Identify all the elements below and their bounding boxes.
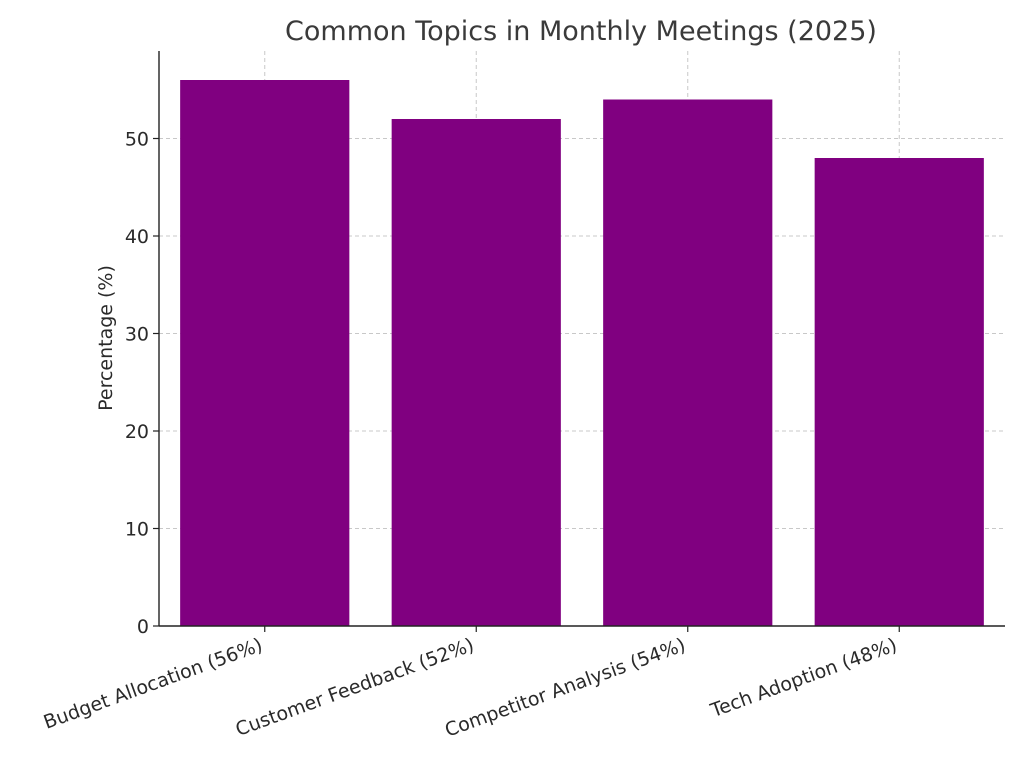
x-tick-label: Competitor Analysis (54%): [442, 634, 688, 742]
y-ticks: 0 10 20 30 40 50: [125, 129, 159, 638]
x-tick-labels: Budget Allocation (56%)Customer Feedback…: [41, 626, 900, 742]
bar: [180, 80, 350, 626]
y-tick-label: 30: [125, 324, 149, 346]
chart-title: Common Topics in Monthly Meetings (2025): [285, 16, 877, 47]
axes: [158, 51, 1005, 627]
y-tick-label: 20: [125, 421, 149, 443]
y-tick-label: 40: [125, 226, 149, 248]
bar: [391, 119, 561, 626]
bars: [180, 80, 984, 626]
x-tick-label: Customer Feedback (52%): [233, 634, 477, 741]
y-tick-label: 0: [137, 616, 149, 638]
y-tick-label: 50: [125, 129, 149, 151]
y-axis-label: Percentage (%): [95, 265, 117, 411]
x-tick-label: Tech Adoption (48%): [707, 634, 900, 722]
x-tick-label: Budget Allocation (56%): [41, 634, 266, 734]
bar: [603, 99, 773, 626]
bar: [814, 158, 984, 626]
y-tick-label: 10: [125, 519, 149, 541]
